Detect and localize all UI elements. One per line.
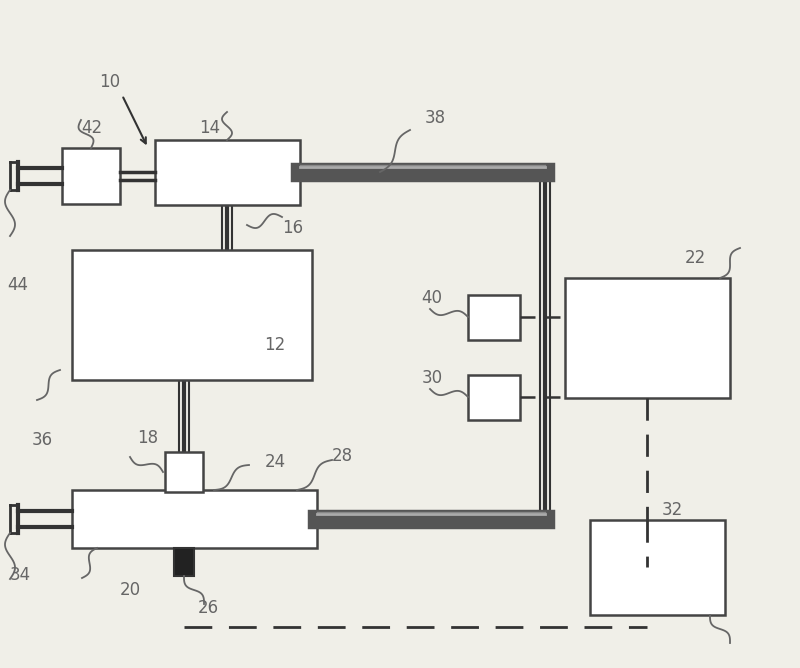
Text: 26: 26: [198, 599, 218, 617]
Text: 12: 12: [264, 336, 286, 354]
Text: 44: 44: [7, 276, 29, 294]
Text: 24: 24: [265, 453, 286, 471]
Text: 40: 40: [422, 289, 442, 307]
Text: 14: 14: [199, 119, 221, 137]
Bar: [468, 375, 520, 420]
Text: 32: 32: [662, 501, 682, 519]
Bar: [565, 278, 730, 398]
Bar: [468, 295, 520, 340]
Text: 38: 38: [425, 109, 446, 127]
Bar: [62, 148, 120, 204]
Bar: [72, 250, 312, 380]
Bar: [590, 520, 725, 615]
Bar: [165, 452, 203, 492]
Text: 20: 20: [119, 581, 141, 599]
Bar: [72, 490, 317, 548]
Text: 36: 36: [31, 431, 53, 449]
Text: 34: 34: [10, 566, 30, 584]
Text: 18: 18: [138, 429, 158, 447]
Bar: [155, 140, 300, 205]
Text: 10: 10: [99, 73, 121, 91]
Text: 16: 16: [282, 219, 303, 237]
Text: 22: 22: [684, 249, 706, 267]
Text: 42: 42: [82, 119, 102, 137]
Text: 30: 30: [422, 369, 442, 387]
Text: 28: 28: [331, 447, 353, 465]
Bar: [174, 548, 194, 576]
